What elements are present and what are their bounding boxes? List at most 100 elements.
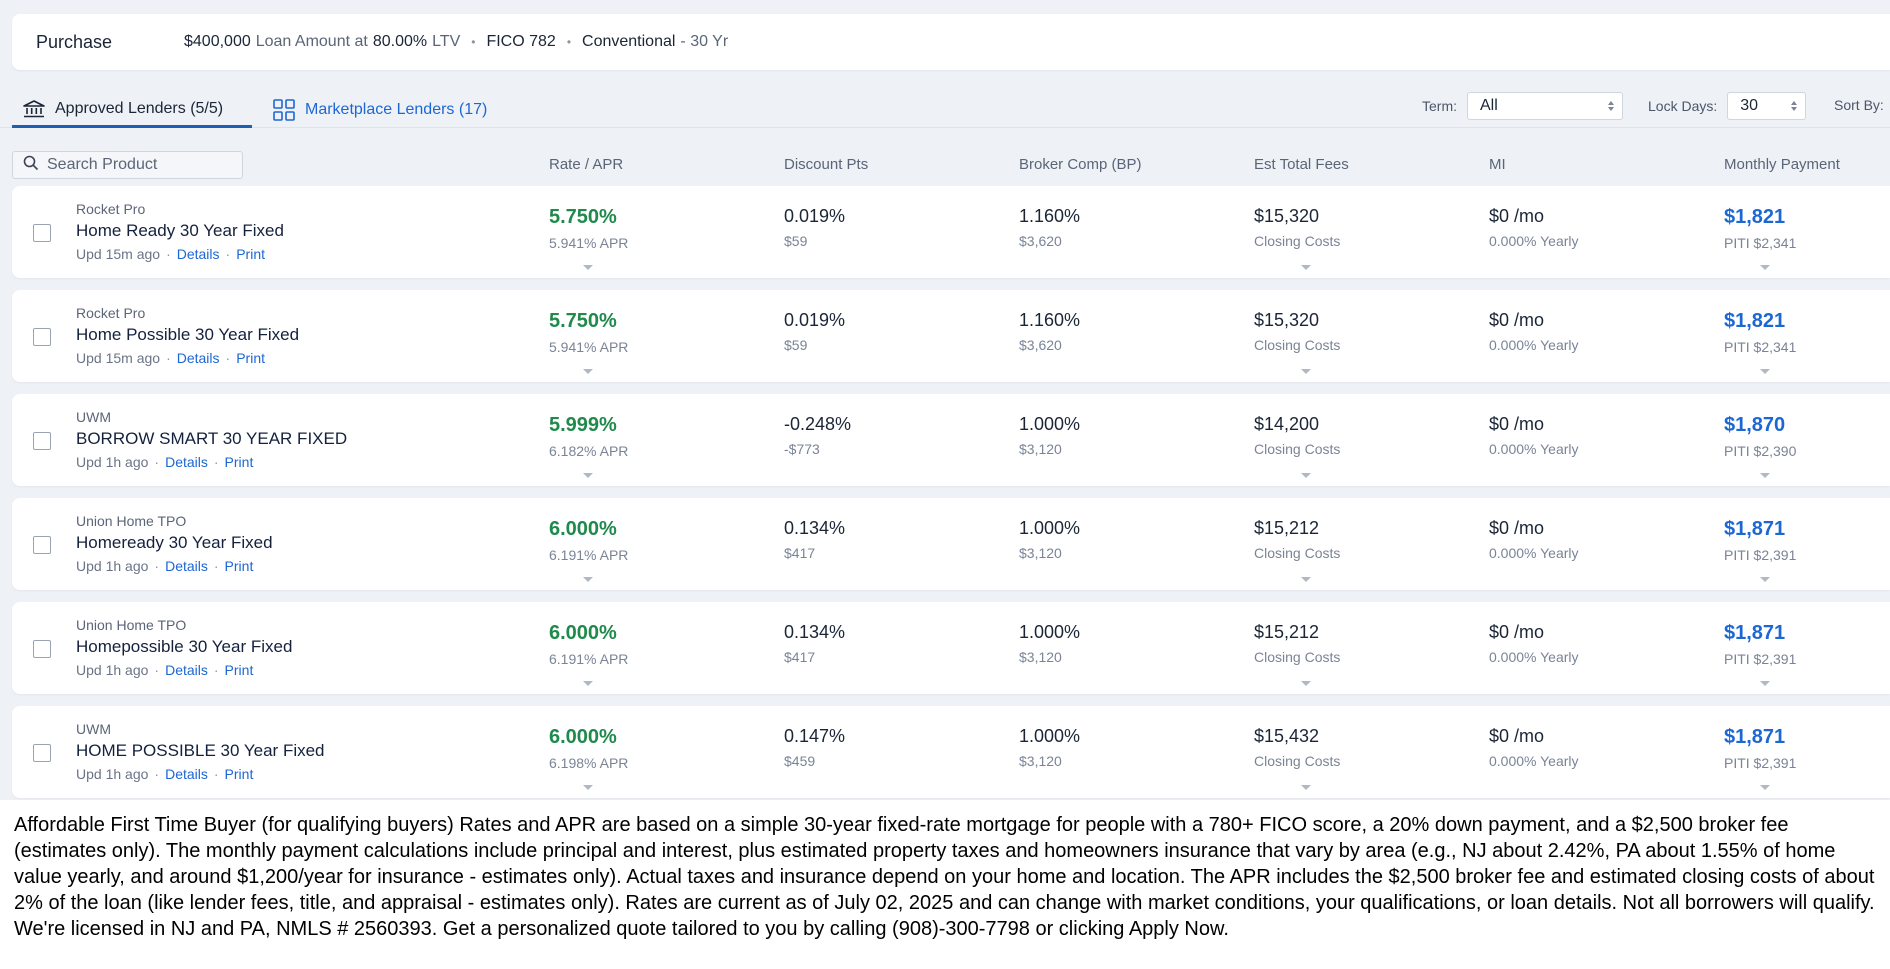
row-select-checkbox[interactable]: [33, 432, 51, 450]
rate-cell: 5.750% 5.941% APR: [549, 206, 628, 251]
broker-comp-dollar: $3,120: [1019, 441, 1062, 457]
discount-points-value: 0.134%: [784, 518, 846, 538]
mi-cell: $0 /mo 0.000% Yearly: [1489, 206, 1579, 249]
total-fees-cell: $15,212 Closing Costs: [1254, 518, 1340, 561]
rate-value: 6.000%: [549, 622, 617, 644]
broker-comp-value: 1.000%: [1019, 726, 1081, 746]
rate-cell: 6.000% 6.191% APR: [549, 518, 628, 563]
term-label: Term:: [1422, 98, 1457, 114]
row-select-checkbox[interactable]: [33, 744, 51, 762]
sort-by-filter: Sort By:: [1834, 97, 1884, 113]
expand-payment-caret-icon[interactable]: [1760, 265, 1770, 270]
column-header-discount-pts[interactable]: Discount Pts: [784, 156, 869, 173]
row-meta: Upd 1h ago · Details · Print: [76, 662, 253, 678]
lender-name: UWM: [76, 721, 111, 737]
expand-fees-caret-icon[interactable]: [1301, 473, 1311, 478]
fico-score: FICO 782: [486, 33, 556, 50]
total-fees-cell: $14,200 Closing Costs: [1254, 414, 1340, 457]
discount-points-cell: 0.134% $417: [784, 622, 845, 665]
product-row[interactable]: Rocket Pro Home Ready 30 Year Fixed Upd …: [12, 186, 1890, 278]
row-select-checkbox[interactable]: [33, 224, 51, 242]
print-link[interactable]: Print: [224, 454, 254, 470]
separator-dot: ·: [154, 558, 160, 574]
total-fees-label: Closing Costs: [1254, 441, 1341, 457]
print-link[interactable]: Print: [236, 246, 265, 262]
expand-payment-caret-icon[interactable]: [1760, 785, 1770, 790]
expand-payment-caret-icon[interactable]: [1760, 473, 1770, 478]
total-fees-label: Closing Costs: [1254, 233, 1341, 249]
column-header-est-total-fees[interactable]: Est Total Fees: [1254, 156, 1349, 173]
broker-comp-cell: 1.000% $3,120: [1019, 726, 1080, 769]
column-header-broker-comp[interactable]: Broker Comp (BP): [1019, 156, 1142, 173]
rate-cell: 5.999% 6.182% APR: [549, 414, 628, 459]
expand-payment-caret-icon[interactable]: [1760, 577, 1770, 582]
expand-fees-caret-icon[interactable]: [1301, 369, 1311, 374]
total-fees-label: Closing Costs: [1254, 545, 1341, 561]
broker-comp-value: 1.000%: [1019, 518, 1081, 538]
details-link[interactable]: Details: [165, 662, 208, 678]
print-link[interactable]: Print: [224, 766, 254, 782]
expand-payment-caret-icon[interactable]: [1760, 681, 1770, 686]
term-select[interactable]: All: [1467, 92, 1623, 120]
expand-fees-caret-icon[interactable]: [1301, 265, 1311, 270]
row-select-checkbox[interactable]: [33, 640, 51, 658]
rate-value: 5.750%: [549, 310, 617, 332]
print-link[interactable]: Print: [236, 350, 265, 366]
print-link[interactable]: Print: [224, 558, 254, 574]
broker-comp-dollar: $3,120: [1019, 753, 1062, 769]
product-row[interactable]: Rocket Pro Home Possible 30 Year Fixed U…: [12, 290, 1890, 382]
row-meta: Upd 1h ago · Details · Print: [76, 558, 253, 574]
separator-dot: ·: [225, 246, 231, 262]
expand-rate-caret-icon[interactable]: [583, 265, 593, 270]
product-name: Homeready 30 Year Fixed: [76, 533, 273, 552]
ltv-value: 80.00%: [372, 33, 428, 50]
product-row[interactable]: Union Home TPO Homepossible 30 Year Fixe…: [12, 602, 1890, 694]
broker-comp-dollar: $3,620: [1019, 337, 1062, 353]
monthly-payment-cell: $1,821 PITI $2,341: [1724, 206, 1796, 251]
broker-comp-dollar: $3,120: [1019, 545, 1062, 561]
print-link[interactable]: Print: [224, 662, 254, 678]
details-link[interactable]: Details: [176, 350, 220, 366]
loan-term: - 30 Yr: [680, 33, 729, 50]
product-row[interactable]: UWM HOME POSSIBLE 30 Year Fixed Upd 1h a…: [12, 706, 1890, 798]
column-header-rate-apr[interactable]: Rate / APR: [549, 156, 624, 173]
search-input[interactable]: [47, 156, 227, 174]
tab-label: Approved Lenders (5/5): [55, 99, 224, 117]
product-name: Home Ready 30 Year Fixed: [76, 221, 284, 240]
total-fees-value: $15,212: [1254, 622, 1320, 642]
expand-rate-caret-icon[interactable]: [583, 473, 593, 478]
tab-approved-lenders[interactable]: Approved Lenders (5/5): [12, 92, 252, 128]
details-link[interactable]: Details: [165, 558, 208, 574]
mi-cell: $0 /mo 0.000% Yearly: [1489, 518, 1579, 561]
expand-rate-caret-icon[interactable]: [583, 369, 593, 374]
select-arrows-icon: [1608, 101, 1614, 111]
details-link[interactable]: Details: [165, 766, 208, 782]
product-row[interactable]: UWM BORROW SMART 30 YEAR FIXED Upd 1h ag…: [12, 394, 1890, 486]
search-product-field[interactable]: [12, 151, 243, 179]
column-header-monthly-payment[interactable]: Monthly Payment: [1724, 156, 1840, 173]
details-link[interactable]: Details: [165, 454, 208, 470]
expand-rate-caret-icon[interactable]: [583, 577, 593, 582]
details-link[interactable]: Details: [176, 246, 220, 262]
expand-payment-caret-icon[interactable]: [1760, 369, 1770, 374]
expand-rate-caret-icon[interactable]: [583, 785, 593, 790]
discount-points-value: 0.134%: [784, 622, 846, 642]
lock-days-filter: Lock Days: 30: [1648, 92, 1807, 120]
row-meta: Upd 1h ago · Details · Print: [76, 766, 253, 782]
tab-marketplace-lenders[interactable]: Marketplace Lenders (17): [272, 92, 487, 128]
expand-rate-caret-icon[interactable]: [583, 681, 593, 686]
total-fees-label: Closing Costs: [1254, 753, 1341, 769]
row-select-checkbox[interactable]: [33, 328, 51, 346]
lock-days-select[interactable]: 30: [1727, 92, 1807, 120]
row-select-checkbox[interactable]: [33, 536, 51, 554]
product-row[interactable]: Union Home TPO Homeready 30 Year Fixed U…: [12, 498, 1890, 590]
discount-points-value: 0.147%: [784, 726, 846, 746]
expand-fees-caret-icon[interactable]: [1301, 577, 1311, 582]
apr-value: 5.941% APR: [549, 235, 629, 251]
lender-name: Union Home TPO: [76, 513, 187, 529]
column-header-mi[interactable]: MI: [1489, 156, 1506, 173]
expand-fees-caret-icon[interactable]: [1301, 785, 1311, 790]
expand-fees-caret-icon[interactable]: [1301, 681, 1311, 686]
rate-cell: 5.750% 5.941% APR: [549, 310, 628, 355]
broker-comp-cell: 1.160% $3,620: [1019, 206, 1080, 249]
